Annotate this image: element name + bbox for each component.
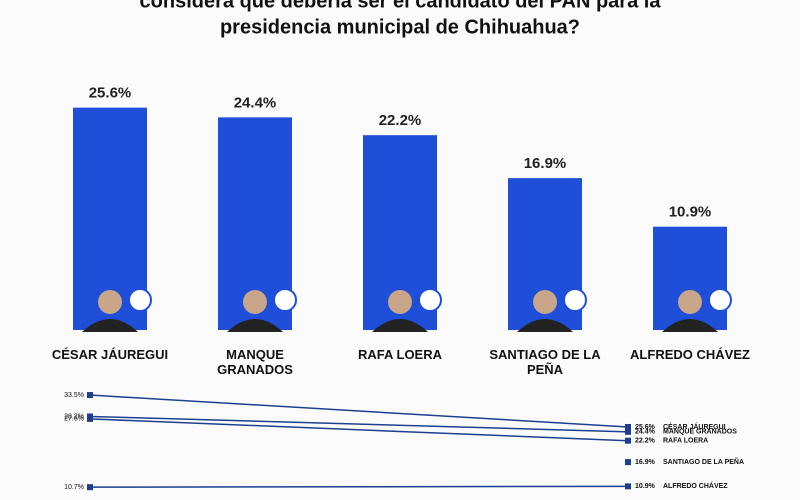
value-label: 10.9% <box>635 483 656 490</box>
chart-title: presidencia municipal de Chihuahua? <box>220 16 580 38</box>
value-label: 16.9% <box>635 459 656 466</box>
candidate-body <box>82 319 138 332</box>
candidate-head <box>388 290 412 314</box>
x-tick-label: SANTIAGO DE LA PEÑA <box>489 347 601 377</box>
value-label: 25.6% <box>635 424 656 431</box>
value-label: 16.9% <box>524 155 567 172</box>
legend-label: RAFA LOERA <box>663 438 708 445</box>
legend-label: MANQUE GRANADOS <box>663 429 737 436</box>
slope-marker <box>87 392 93 399</box>
candidate-head <box>98 290 122 314</box>
slope-marker <box>625 459 631 466</box>
value-label: 33.5% <box>64 392 84 399</box>
candidate-body <box>227 319 283 332</box>
x-tick-label: CÉSAR JÁUREGUI <box>51 347 169 362</box>
slope-marker <box>87 415 93 422</box>
party-logo <box>418 288 442 312</box>
party-logo <box>273 288 297 312</box>
candidate-body <box>517 319 573 332</box>
slope-line <box>89 394 629 428</box>
candidate-body <box>662 319 718 332</box>
party-logo <box>563 288 587 312</box>
x-tick-label: MANQUE GRANADOS <box>217 347 293 377</box>
slope-line <box>89 415 629 433</box>
value-label: 24.4% <box>234 94 277 111</box>
slope-marker <box>625 483 631 490</box>
chart-title: considera que debería ser el candidato d… <box>140 0 662 12</box>
candidate-head <box>243 290 267 314</box>
x-tick-label: ALFREDO CHÁVEZ <box>630 347 750 362</box>
slope-line <box>89 418 629 442</box>
party-logo <box>128 288 152 312</box>
party-logo <box>708 288 732 312</box>
legend-label: SANTIAGO DE LA PEÑA <box>663 457 744 466</box>
value-label: 24.4% <box>635 429 656 436</box>
value-label: 10.7% <box>64 484 84 491</box>
value-label: 22.2% <box>635 438 656 445</box>
slope-marker <box>625 423 631 430</box>
legend-label: ALFREDO CHÁVEZ <box>663 481 728 490</box>
value-label: 27.6% <box>64 416 84 423</box>
value-label: 25.6% <box>89 85 132 102</box>
slope-marker <box>625 428 631 435</box>
slope-line <box>89 485 629 488</box>
x-tick-label: RAFA LOERA <box>357 347 443 362</box>
slope-marker <box>87 484 93 491</box>
candidate-head <box>678 290 702 314</box>
value-label: 22.2% <box>379 112 422 129</box>
candidate-head <box>533 290 557 314</box>
value-label: 28.2% <box>64 413 84 420</box>
bar <box>653 226 727 330</box>
candidate-body <box>372 319 428 332</box>
value-label: 10.9% <box>669 204 712 221</box>
legend-label: CÉSAR JÁUREGUI <box>663 422 726 431</box>
slope-marker <box>625 437 631 444</box>
